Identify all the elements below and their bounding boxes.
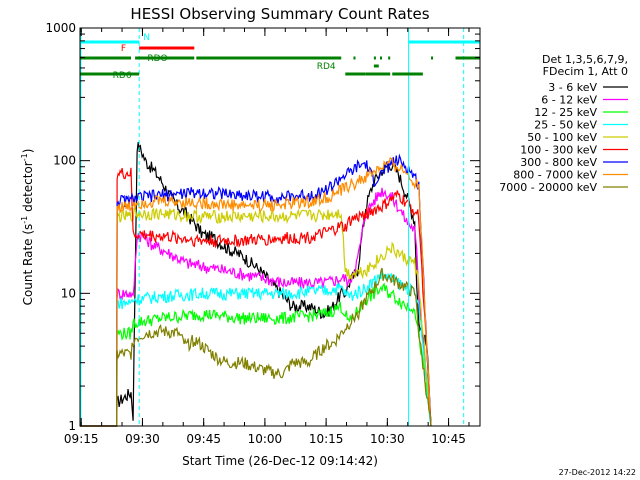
- y-tick-label-2: 100: [53, 154, 76, 168]
- legend-header-1: FDecim 1, Att 0: [543, 65, 628, 78]
- legend-label-7: 800 - 7000 keV: [513, 169, 597, 182]
- legend-label-8: 7000 - 20000 keV: [499, 181, 597, 194]
- x-tick-label-5: 10:30: [370, 432, 405, 446]
- legend-label-2: 12 - 25 keV: [534, 106, 597, 119]
- y-tick-label-3: 1000: [45, 21, 76, 35]
- y-axis-label: Count Rate (s-1 detector-1): [20, 149, 35, 306]
- series-line-5: [80, 167, 432, 427]
- series-line-3: [80, 268, 432, 427]
- series-line-2: [80, 282, 432, 427]
- flag-label-rd6: RD6: [113, 71, 132, 81]
- legend-label-0: 3 - 6 keV: [548, 81, 597, 94]
- chart-title: HESSI Observing Summary Count Rates: [130, 5, 429, 23]
- x-tick-label-3: 10:00: [248, 432, 283, 446]
- plot-timestamp: 27-Dec-2012 14:22: [559, 468, 636, 477]
- flag-label-rdo: RDO: [147, 54, 167, 64]
- series-line-0: [80, 142, 432, 427]
- legend-label-3: 25 - 50 keV: [534, 119, 597, 132]
- x-tick-label-1: 09:30: [125, 432, 160, 446]
- x-tick-label-6: 10:45: [431, 432, 466, 446]
- legend-header-0: Det 1,3,5,6,7,9,: [542, 53, 628, 66]
- plot-frame: [79, 27, 481, 427]
- legend-label-1: 6 - 12 keV: [541, 94, 597, 107]
- series-line-1: [80, 187, 432, 427]
- x-tick-label-2: 09:45: [186, 432, 221, 446]
- data-layer: [80, 28, 465, 427]
- legend-label-5: 100 - 300 keV: [520, 144, 597, 157]
- y-tick-label-0: 1: [68, 419, 76, 433]
- x-tick-label-4: 10:15: [309, 432, 344, 446]
- axes: 1 10 100 1000 09:15 09:30 09:45 10:00 10:15 10:30…: [45, 21, 480, 446]
- legend-label-6: 300 - 800 keV: [520, 156, 597, 169]
- flag-label-rd4: RD4: [317, 62, 336, 72]
- legend-label-4: 50 - 100 keV: [527, 131, 597, 144]
- series-line-7: [80, 156, 432, 427]
- flag-label-f: F: [121, 44, 126, 54]
- series-line-4: [80, 207, 432, 427]
- legend: Det 1,3,5,6,7,9,FDecim 1, Att 0 3 - 6 keV…: [499, 53, 628, 194]
- y-tick-label-1: 10: [61, 286, 76, 300]
- x-axis-label: Start Time (26-Dec-12 09:14:42): [182, 454, 378, 468]
- x-tick-label-0: 09:15: [64, 432, 99, 446]
- flag-label-n: N: [143, 33, 150, 43]
- series-line-8: [80, 267, 432, 427]
- flag-bars: N F RDO RD4 RD6: [80, 33, 480, 81]
